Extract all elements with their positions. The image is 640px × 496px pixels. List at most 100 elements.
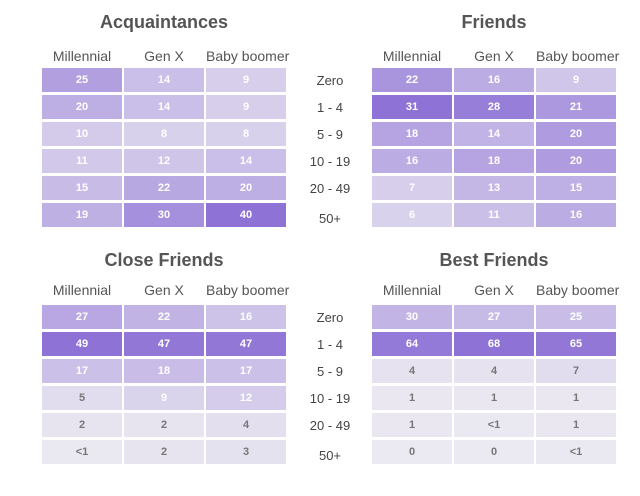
friends-cell: 7 [372, 176, 452, 200]
close-friends-cell: 22 [124, 305, 204, 329]
row-label: Zero [316, 310, 344, 325]
close-friends-cell: 47 [206, 332, 286, 356]
acquaintances-cell: 14 [206, 149, 286, 173]
friends-cell: 28 [454, 95, 534, 119]
acquaintances-cell: 11 [42, 149, 122, 173]
close-friends-cell: <1 [42, 440, 122, 464]
acquaintances-column-header-millennial: Millennial [52, 48, 112, 64]
best-friends-cell: 1 [372, 386, 452, 410]
acquaintances-cell: 22 [124, 176, 204, 200]
best-friends-column-header-baby-boomer: Baby boomer [536, 282, 620, 298]
acquaintances-cell: 15 [42, 176, 122, 200]
best-friends-cell: 64 [372, 332, 452, 356]
row-label: Zero [316, 73, 344, 88]
close-friends-cell: 49 [42, 332, 122, 356]
best-friends-cell: 1 [454, 386, 534, 410]
close-friends-cell: 12 [206, 386, 286, 410]
friends-cell: 31 [372, 95, 452, 119]
best-friends-cell: 4 [372, 359, 452, 383]
row-label: 10 - 19 [309, 154, 351, 169]
close-friends-cell: 9 [124, 386, 204, 410]
acquaintances-cell: 25 [42, 68, 122, 92]
close-friends-cell: 2 [124, 440, 204, 464]
friends-cell: 21 [536, 95, 616, 119]
friends-column-header-gen-x: Gen X [474, 48, 514, 64]
friends-cell: 6 [372, 203, 452, 227]
row-label: 20 - 49 [309, 181, 351, 196]
row-label: 20 - 49 [309, 418, 351, 433]
acquaintances-cell: 10 [42, 122, 122, 146]
row-label: 1 - 4 [316, 337, 343, 352]
row-label: 1 - 4 [316, 100, 343, 115]
row-label: 5 - 9 [316, 364, 343, 379]
acquaintances-cell: 40 [206, 203, 286, 227]
best-friends-cell: <1 [454, 413, 534, 437]
best-friends-cell: 1 [536, 413, 616, 437]
acquaintances-cell: 14 [124, 95, 204, 119]
row-label: 50+ [318, 448, 342, 463]
close-friends-cell: 5 [42, 386, 122, 410]
friends-cell: 18 [372, 122, 452, 146]
acquaintances-cell: 9 [206, 95, 286, 119]
friends-cell: 13 [454, 176, 534, 200]
row-label: 10 - 19 [309, 391, 351, 406]
close-friends-cell: 3 [206, 440, 286, 464]
close-friends-column-header-baby-boomer: Baby boomer [206, 282, 290, 298]
friends-cell: 22 [372, 68, 452, 92]
row-label: 50+ [318, 211, 342, 226]
best-friends-title: Best Friends [439, 250, 549, 270]
best-friends-cell: 30 [372, 305, 452, 329]
friends-column-header-millennial: Millennial [382, 48, 442, 64]
acquaintances-cell: 20 [206, 176, 286, 200]
close-friends-title: Close Friends [104, 250, 224, 270]
close-friends-cell: 16 [206, 305, 286, 329]
friends-column-header-baby-boomer: Baby boomer [536, 48, 620, 64]
close-friends-cell: 4 [206, 413, 286, 437]
best-friends-column-header-millennial: Millennial [382, 282, 442, 298]
row-label: 5 - 9 [316, 127, 343, 142]
acquaintances-title: Acquaintances [99, 12, 229, 32]
close-friends-cell: 27 [42, 305, 122, 329]
acquaintances-column-header-baby-boomer: Baby boomer [206, 48, 290, 64]
acquaintances-cell: 20 [42, 95, 122, 119]
close-friends-cell: 2 [124, 413, 204, 437]
close-friends-cell: 17 [206, 359, 286, 383]
best-friends-cell: 68 [454, 332, 534, 356]
friends-cell: 16 [454, 68, 534, 92]
friends-cell: 14 [454, 122, 534, 146]
acquaintances-column-header-gen-x: Gen X [144, 48, 184, 64]
best-friends-cell: 4 [454, 359, 534, 383]
best-friends-cell: 0 [372, 440, 452, 464]
best-friends-cell: <1 [536, 440, 616, 464]
best-friends-cell: 7 [536, 359, 616, 383]
acquaintances-cell: 12 [124, 149, 204, 173]
acquaintances-cell: 8 [124, 122, 204, 146]
friends-cell: 16 [536, 203, 616, 227]
close-friends-column-header-gen-x: Gen X [144, 282, 184, 298]
friends-cell: 18 [454, 149, 534, 173]
best-friends-cell: 65 [536, 332, 616, 356]
close-friends-cell: 17 [42, 359, 122, 383]
close-friends-cell: 47 [124, 332, 204, 356]
friends-cell: 11 [454, 203, 534, 227]
best-friends-cell: 1 [536, 386, 616, 410]
close-friends-cell: 2 [42, 413, 122, 437]
acquaintances-cell: 30 [124, 203, 204, 227]
acquaintances-cell: 19 [42, 203, 122, 227]
acquaintances-cell: 9 [206, 68, 286, 92]
friends-cell: 15 [536, 176, 616, 200]
acquaintances-cell: 8 [206, 122, 286, 146]
friends-cell: 16 [372, 149, 452, 173]
best-friends-cell: 1 [372, 413, 452, 437]
friends-cell: 20 [536, 122, 616, 146]
best-friends-column-header-gen-x: Gen X [474, 282, 514, 298]
best-friends-cell: 0 [454, 440, 534, 464]
friends-cell: 20 [536, 149, 616, 173]
best-friends-cell: 27 [454, 305, 534, 329]
friends-cell: 9 [536, 68, 616, 92]
close-friends-column-header-millennial: Millennial [52, 282, 112, 298]
acquaintances-cell: 14 [124, 68, 204, 92]
close-friends-cell: 18 [124, 359, 204, 383]
best-friends-cell: 25 [536, 305, 616, 329]
friends-title: Friends [461, 12, 527, 32]
